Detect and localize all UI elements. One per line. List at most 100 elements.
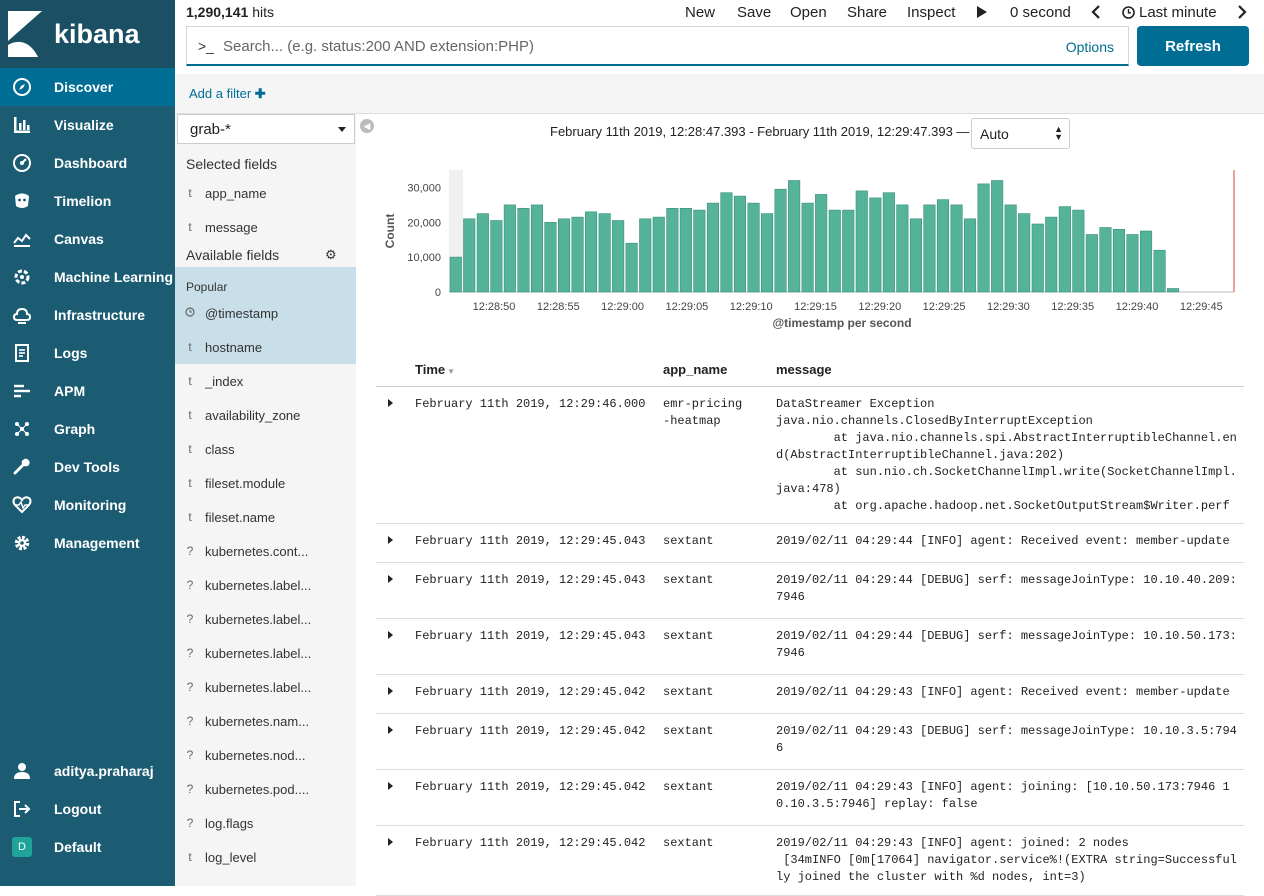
column-header-app-name[interactable]: app_name [663,362,728,377]
nav-item-discover[interactable]: Discover [0,68,175,106]
table-row[interactable]: February 11th 2019, 12:29:45.043 sextant 2… [376,524,1244,563]
expand-row-icon[interactable] [388,575,393,583]
histogram-bar [950,204,963,293]
expand-row-icon[interactable] [388,631,393,639]
table-row[interactable]: February 11th 2019, 12:29:45.042 sextant 2… [376,826,1244,896]
field-item[interactable]: ? log.flags [175,806,356,840]
new-button[interactable]: New [685,4,716,21]
field-item[interactable]: ? kubernetes.cont... [175,534,356,568]
expand-row-icon[interactable] [388,399,393,407]
nav-item-dashboard[interactable]: Dashboard [0,144,175,182]
field-type-icon: t [188,220,192,234]
hits-counter: 1,290,141 hits [186,4,274,20]
column-header-message[interactable]: message [776,362,832,377]
field-item[interactable]: t fileset.name [175,500,356,534]
expand-row-icon[interactable] [388,838,393,846]
share-button[interactable]: Share [847,4,888,21]
gear-icon[interactable]: ⚙ [325,247,337,262]
cell-app-name: sextant [663,534,714,548]
histogram-bar [1058,206,1071,293]
expand-row-icon[interactable] [388,536,393,544]
nav-item-graph[interactable]: Graph [0,410,175,448]
field-item[interactable]: t _index [175,364,356,398]
field-item[interactable]: @timestamp [175,296,356,330]
expand-row-icon[interactable] [388,782,393,790]
histogram-bar [598,213,611,293]
expand-row-icon[interactable] [388,687,393,695]
nav-item-logout[interactable]: Logout [0,790,175,828]
field-item[interactable]: t message [175,210,356,244]
nav-item-apm[interactable]: APM [0,372,175,410]
field-item[interactable]: t class [175,432,356,466]
clock-icon [175,306,205,320]
nav-item-default[interactable]: D Default [0,828,175,866]
field-item[interactable]: ? kubernetes.label... [175,602,356,636]
add-filter-button[interactable]: Add a filter ✚ [189,86,266,102]
table-row[interactable]: February 11th 2019, 12:29:45.042 sextant 2… [376,770,1244,826]
nav-item-machine-learning[interactable]: Machine Learning [0,258,175,296]
play-icon[interactable] [976,5,988,23]
field-item[interactable]: t availability_zone [175,398,356,432]
chevron-right-icon[interactable] [1237,5,1247,23]
nav-item-label: Machine Learning [54,269,174,285]
nav-item-label: Default [54,839,102,855]
refresh-button[interactable]: Refresh [1137,26,1249,66]
refresh-interval[interactable]: 0 second [1010,4,1071,21]
open-button[interactable]: Open [790,4,827,21]
histogram-bar [503,204,516,293]
field-item[interactable]: t fileset.module [175,466,356,500]
field-item[interactable]: ? kubernetes.label... [175,670,356,704]
kibana-logo[interactable]: kibana [0,0,175,68]
histogram-bar [936,199,950,293]
table-row[interactable]: February 11th 2019, 12:29:45.042 sextant 2… [376,675,1244,714]
table-row[interactable]: February 11th 2019, 12:29:45.043 sextant 2… [376,563,1244,619]
table-row[interactable]: February 11th 2019, 12:29:45.043 sextant 2… [376,619,1244,675]
save-button[interactable]: Save [737,4,772,21]
canvas-icon [11,228,33,250]
selected-fields-heading: Selected fields [186,156,278,172]
field-item[interactable]: ? kubernetes.pod.... [175,772,356,806]
field-item[interactable]: ? kubernetes.label... [175,568,356,602]
nav-item-management[interactable]: Management [0,524,175,562]
histogram-bar [815,194,828,293]
field-name: kubernetes.label... [205,577,312,593]
options-button[interactable]: Options [1065,39,1114,55]
histogram-bar [882,192,895,293]
logs-icon [11,342,33,364]
expand-row-icon[interactable] [388,726,393,734]
inspect-button[interactable]: Inspect [907,4,956,21]
x-tick-label: 12:29:20 [858,301,901,313]
nav-item-logs[interactable]: Logs [0,334,175,372]
field-item[interactable]: ? kubernetes.label... [175,636,356,670]
nav-item-monitoring[interactable]: Monitoring [0,486,175,524]
nav-item-visualize[interactable]: Visualize [0,106,175,144]
field-item[interactable]: t hostname [175,330,356,364]
interval-select[interactable]: Auto ▲ ▼ [971,118,1070,149]
time-picker[interactable]: Last minute [1139,4,1217,21]
search-input[interactable] [223,33,1003,59]
cell-app-name: sextant [663,685,714,699]
histogram-bar [1112,229,1126,293]
field-type-icon: ? [186,612,194,626]
nav-item-dev-tools[interactable]: Dev Tools [0,448,175,486]
nav-item-infrastructure[interactable]: Infrastructure [0,296,175,334]
cell-time: February 11th 2019, 12:29:45.042 [415,836,646,850]
nav-item-aditya-praharaj[interactable]: aditya.praharaj [0,752,175,790]
field-item[interactable]: ? kubernetes.nod... [175,738,356,772]
column-header-time[interactable]: Time ▼ [415,362,455,377]
field-item[interactable]: t app_name [175,176,356,210]
space-badge: D [11,836,33,858]
nav-item-timelion[interactable]: Timelion [0,182,175,220]
table-row[interactable]: February 11th 2019, 12:29:46.000 emr-pric… [376,387,1244,524]
x-axis-label: @timestamp per second [772,316,911,330]
chevron-left-icon[interactable] [1091,5,1101,23]
field-item[interactable]: ? kubernetes.nam... [175,704,356,738]
nav-item-label: Timelion [54,193,112,209]
index-pattern-select[interactable]: grab-* [177,114,355,144]
wrench-icon [11,456,33,478]
nav-item-canvas[interactable]: Canvas [0,220,175,258]
collapse-sidebar-icon[interactable]: ◀ [360,119,374,133]
table-row[interactable]: February 11th 2019, 12:29:45.042 sextant 2… [376,714,1244,770]
histogram-bar [1018,213,1031,293]
field-item[interactable]: t log_level [175,840,356,874]
